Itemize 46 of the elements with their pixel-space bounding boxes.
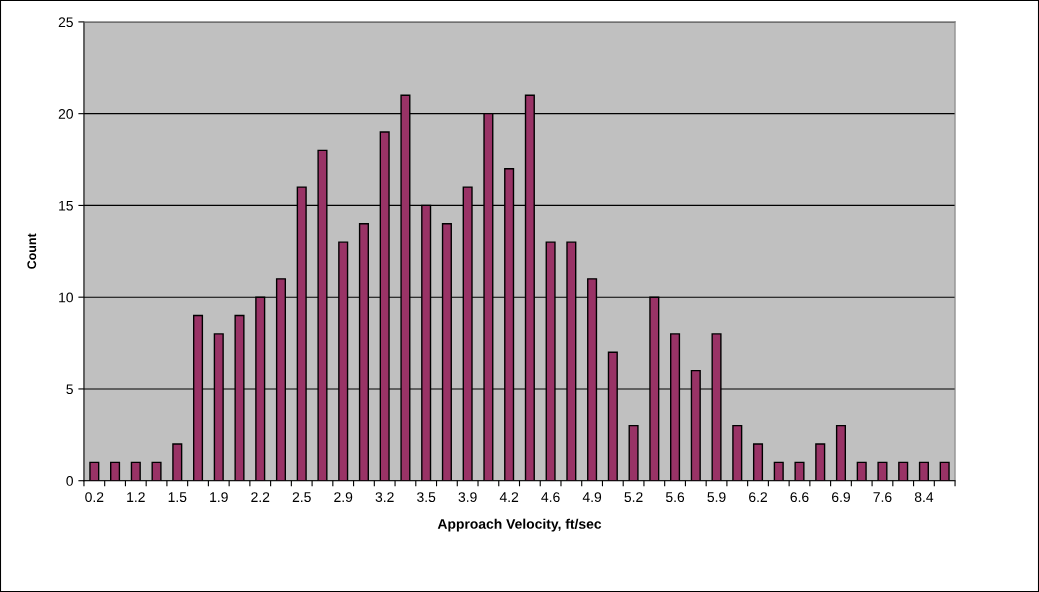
bar [172, 443, 183, 481]
bar [898, 461, 909, 481]
y-tick-label: 5 [66, 384, 73, 395]
bar [939, 461, 950, 481]
bar [877, 461, 888, 481]
x-tick-label: 2.9 [334, 492, 353, 503]
bar [628, 424, 639, 481]
bar [918, 461, 929, 481]
x-axis-title: Approach Velocity, ft/sec [437, 518, 602, 532]
x-tick-label: 6.2 [749, 492, 767, 503]
bar [130, 461, 141, 481]
x-tick-label: 2.2 [251, 492, 270, 502]
bar [89, 461, 100, 481]
bar [773, 461, 784, 481]
x-tick-label: 1.5 [168, 492, 187, 503]
bar [151, 461, 162, 481]
x-tick-label: 1.2 [127, 492, 145, 502]
x-tick-label: 4.2 [499, 492, 519, 502]
bar [815, 443, 826, 481]
x-tick-label: 6.9 [832, 492, 850, 503]
x-tick-label: 3.5 [417, 492, 436, 503]
x-tick-label: 1.9 [210, 492, 228, 503]
x-tick-label: 8.4 [914, 492, 934, 503]
x-tick-label: 7.6 [873, 492, 892, 503]
bar [794, 461, 805, 481]
x-tick-label: 4.9 [582, 492, 602, 503]
x-tick-label: 2.5 [292, 492, 311, 503]
bar [835, 424, 847, 481]
x-tick-label: 3.9 [458, 492, 477, 503]
x-tick-label: 6.6 [790, 492, 809, 503]
bar [856, 461, 867, 481]
x-tick-label: 3.2 [375, 492, 394, 503]
bar [732, 424, 743, 481]
x-tick-label: 4.6 [541, 492, 560, 503]
x-tick-label: 0.2 [85, 492, 104, 503]
x-tick-label: 5.6 [665, 492, 685, 503]
bar [752, 443, 764, 481]
y-tick-label: 0 [66, 476, 73, 486]
x-tick-label: 5.2 [624, 492, 643, 503]
y-tick-label: 15 [59, 200, 73, 211]
y-tick-label: 25 [58, 17, 73, 28]
bar [110, 461, 121, 481]
y-axis-title: Count [27, 233, 37, 269]
x-tick-label: 5.9 [707, 492, 726, 503]
y-tick-label: 10 [59, 292, 73, 303]
y-tick-label: 20 [58, 109, 73, 119]
